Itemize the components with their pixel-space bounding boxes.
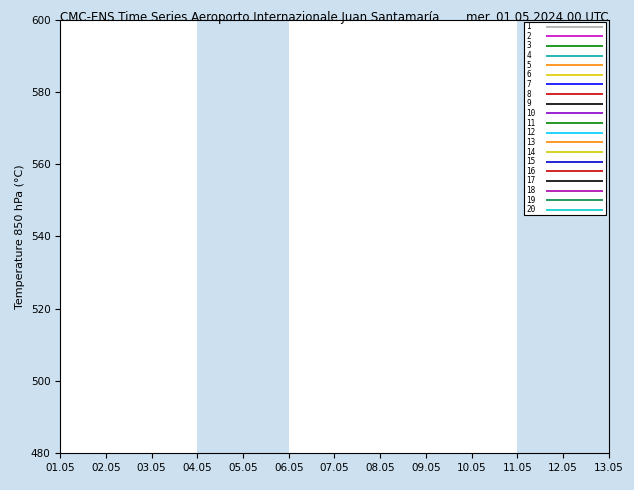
Text: 8: 8 — [526, 90, 531, 98]
Text: 6: 6 — [526, 71, 531, 79]
Text: 13: 13 — [526, 138, 536, 147]
Bar — [197, 20, 288, 453]
Text: 10: 10 — [526, 109, 536, 118]
Bar — [524, 22, 606, 215]
Text: 12: 12 — [526, 128, 536, 137]
Text: 9: 9 — [526, 99, 531, 108]
Text: 3: 3 — [526, 41, 531, 50]
Bar — [517, 20, 609, 453]
Text: 19: 19 — [526, 196, 536, 205]
Y-axis label: Temperature 850 hPa (°C): Temperature 850 hPa (°C) — [15, 164, 25, 309]
Text: 18: 18 — [526, 186, 536, 195]
Text: 1: 1 — [526, 22, 531, 31]
Text: 11: 11 — [526, 119, 536, 127]
Text: 20: 20 — [526, 205, 536, 215]
Text: 17: 17 — [526, 176, 536, 186]
Text: CMC-ENS Time Series Aeroporto Internazionale Juan Santamaría: CMC-ENS Time Series Aeroporto Internazio… — [60, 11, 439, 24]
Text: 14: 14 — [526, 147, 536, 156]
Text: 7: 7 — [526, 80, 531, 89]
Text: 5: 5 — [526, 61, 531, 70]
Text: 16: 16 — [526, 167, 536, 176]
Text: 15: 15 — [526, 157, 536, 166]
Text: 2: 2 — [526, 32, 531, 41]
Text: mer. 01.05.2024 00 UTC: mer. 01.05.2024 00 UTC — [466, 11, 609, 24]
Text: 4: 4 — [526, 51, 531, 60]
